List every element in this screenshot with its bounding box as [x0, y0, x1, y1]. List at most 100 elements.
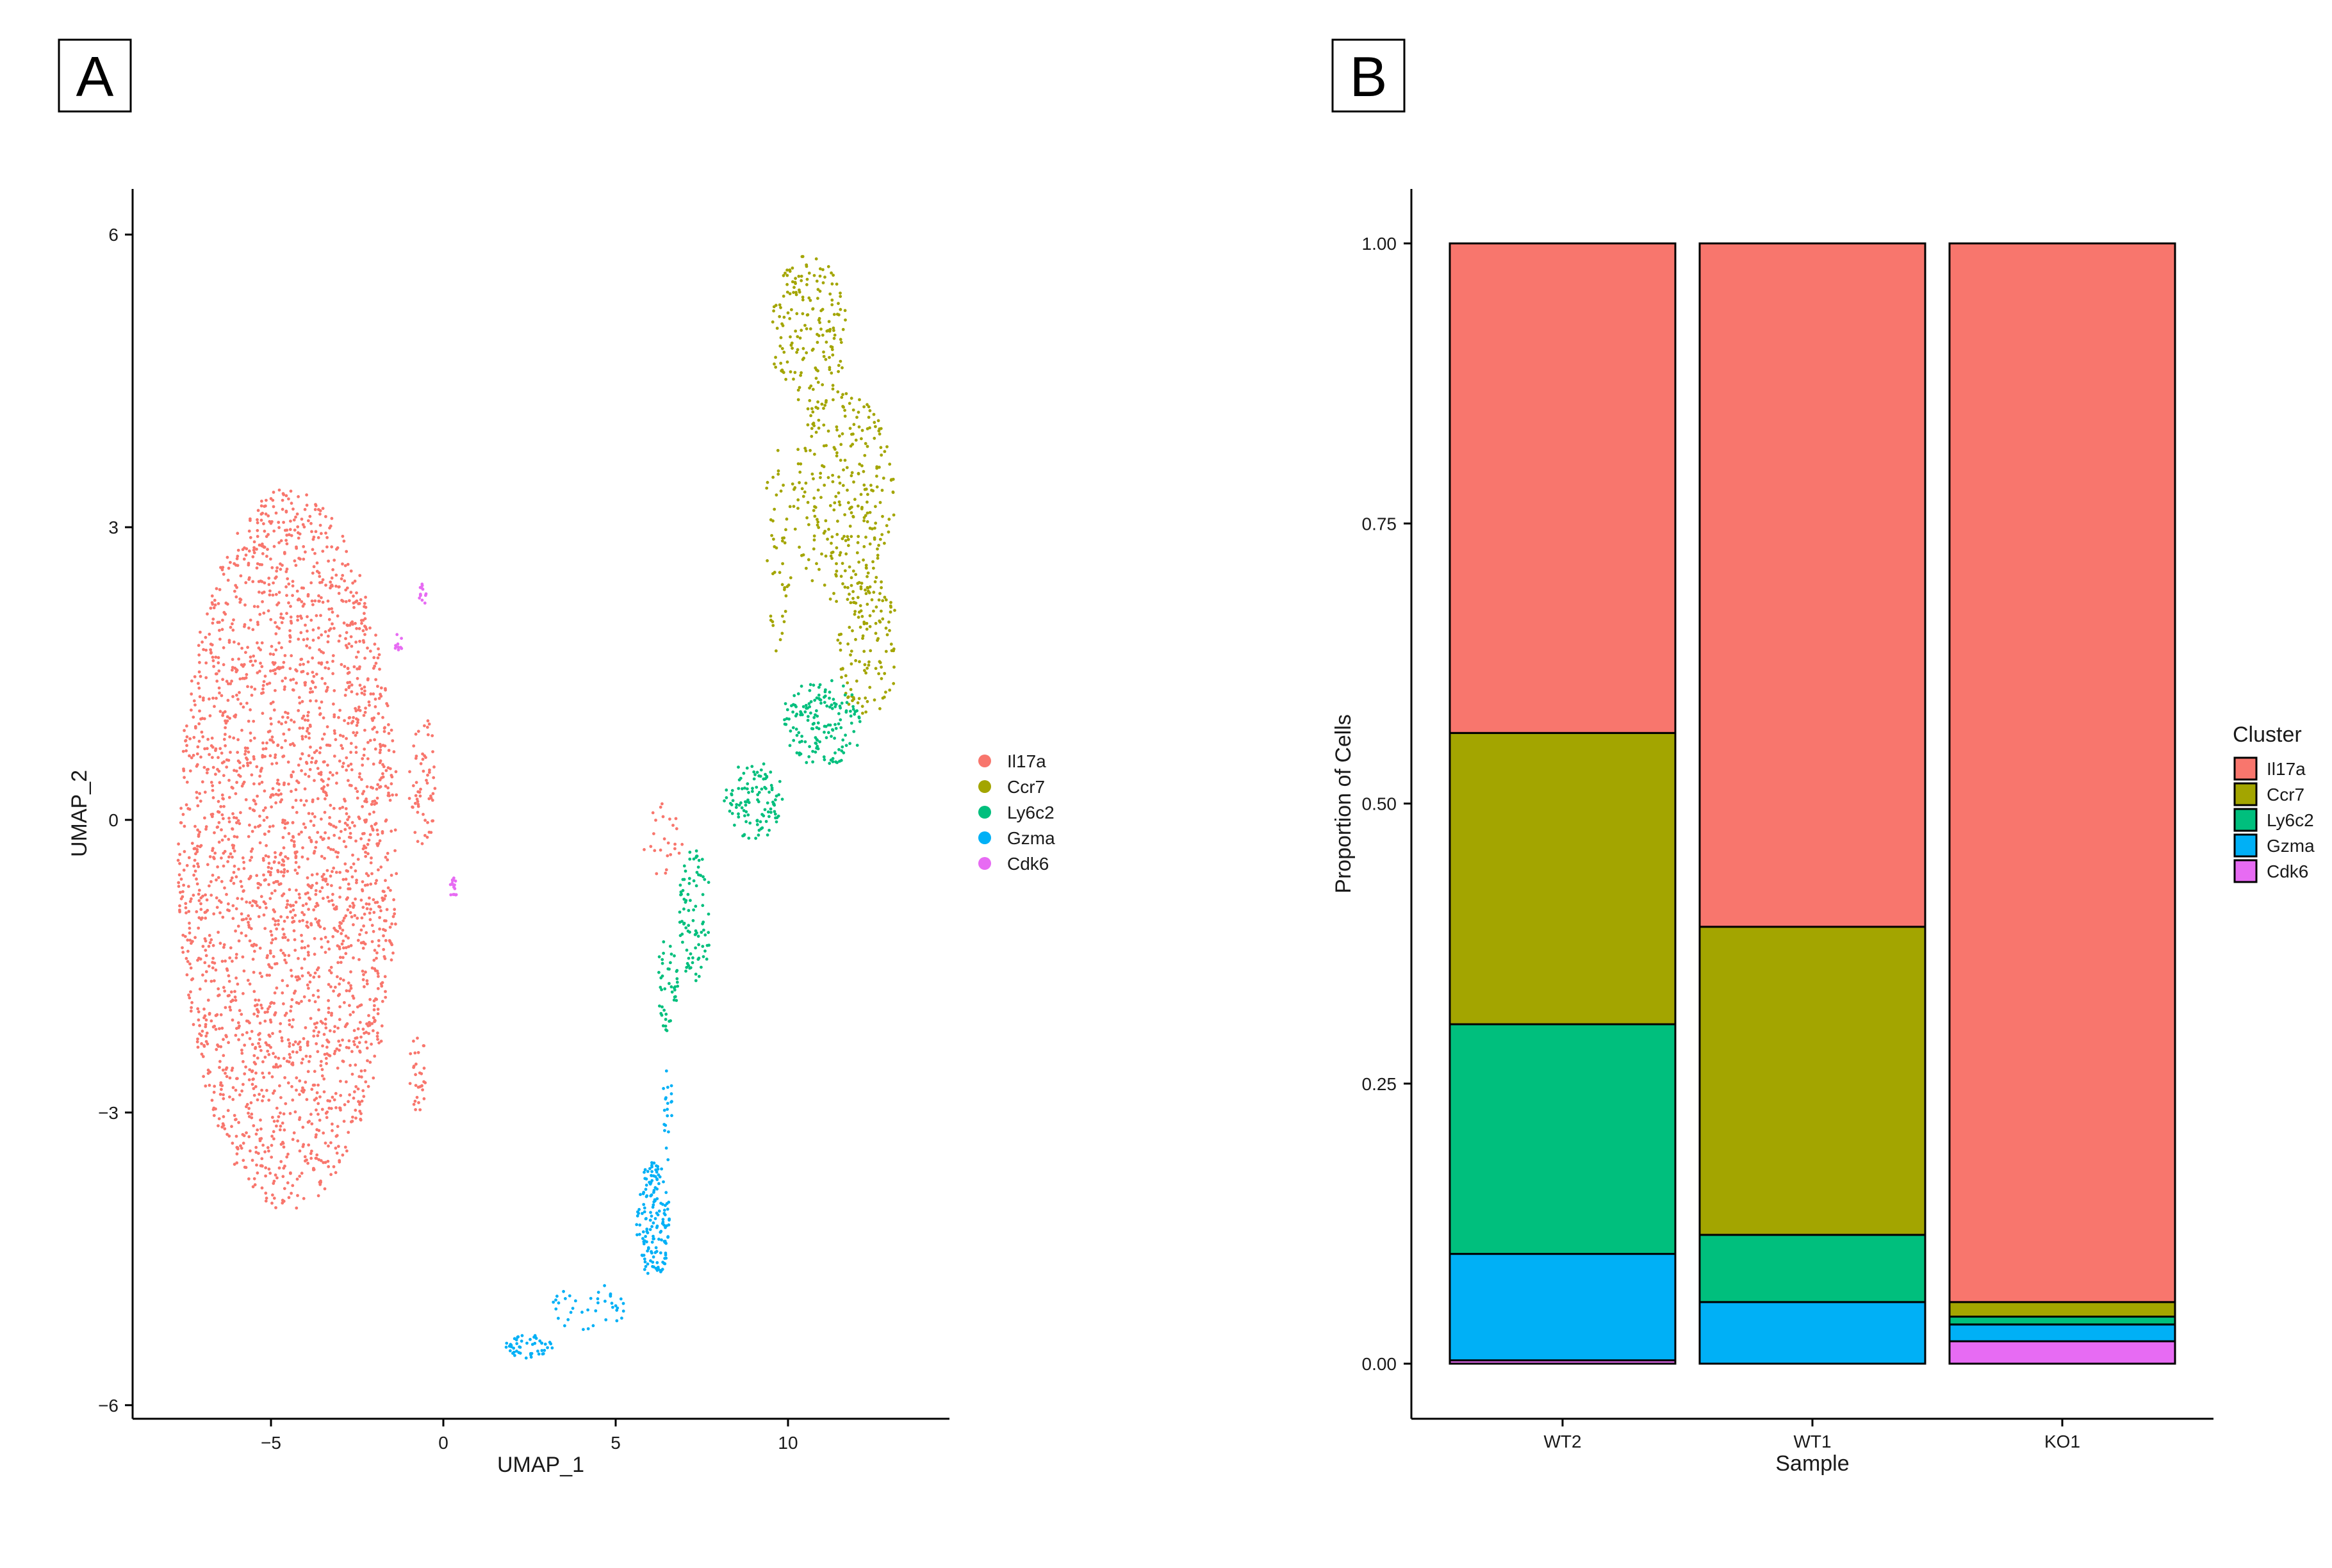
umap-point: [236, 1021, 240, 1025]
umap-point: [221, 797, 225, 800]
umap-point: [536, 1350, 539, 1353]
umap-point: [370, 856, 373, 860]
umap-point: [302, 525, 306, 529]
umap-point: [837, 434, 841, 438]
umap-point: [857, 560, 860, 564]
umap-point: [552, 1300, 555, 1304]
umap-point: [267, 883, 270, 886]
umap-point: [756, 793, 760, 797]
umap-point: [416, 810, 420, 814]
umap-point: [860, 437, 863, 441]
umap-point: [317, 594, 320, 598]
umap-point: [347, 764, 350, 768]
umap-point: [346, 681, 350, 685]
umap-point: [247, 529, 251, 533]
umap-point: [350, 875, 354, 879]
umap-point: [823, 730, 826, 734]
umap-point: [812, 274, 816, 277]
umap-point: [179, 806, 183, 810]
umap-point: [312, 674, 316, 678]
umap-point: [302, 586, 306, 590]
umap-point: [759, 820, 762, 824]
umap-point: [320, 875, 324, 878]
umap-point: [347, 945, 350, 949]
umap-point: [326, 783, 329, 787]
umap-point: [378, 667, 381, 671]
umap-point: [321, 787, 325, 791]
umap-point: [192, 847, 196, 851]
umap-point: [311, 681, 315, 684]
umap-point: [801, 295, 805, 299]
umap-point: [774, 355, 777, 359]
umap-point: [215, 587, 218, 591]
umap-point: [347, 722, 350, 725]
umap-point: [381, 772, 384, 776]
umap-point: [766, 833, 769, 837]
umap-point: [868, 426, 871, 430]
umap-point: [279, 612, 283, 616]
umap-point: [275, 1119, 279, 1123]
umap-point: [874, 521, 878, 525]
umap-point: [279, 1160, 283, 1163]
umap-point: [203, 1014, 207, 1018]
umap-point: [272, 1065, 275, 1069]
umap-point: [288, 533, 291, 537]
umap-point: [230, 876, 234, 880]
umap-point: [270, 1075, 274, 1079]
umap-point: [183, 729, 186, 732]
umap-point: [779, 306, 782, 309]
umap-point: [421, 752, 424, 756]
umap-point: [204, 1034, 208, 1038]
umap-point: [340, 598, 343, 602]
umap-point: [302, 913, 306, 917]
umap-point: [815, 368, 818, 372]
umap-point: [877, 544, 880, 547]
umap-point: [290, 1085, 293, 1088]
umap-point: [248, 982, 252, 986]
umap-point: [789, 576, 792, 580]
umap-point: [277, 922, 280, 926]
umap-point: [297, 1002, 300, 1005]
umap-point: [784, 610, 787, 613]
umap-point: [297, 696, 301, 699]
umap-point: [644, 1264, 648, 1268]
umap-point: [209, 894, 213, 897]
umap-point: [771, 519, 775, 523]
umap-point: [263, 1019, 267, 1023]
bar-segment-ko1-il17a: [1948, 242, 2176, 1303]
umap-point: [221, 711, 225, 715]
umap-point: [360, 916, 364, 920]
umap-point: [252, 719, 256, 723]
umap-point: [232, 736, 236, 740]
umap-point: [596, 1291, 600, 1294]
umap-point: [875, 576, 878, 579]
umap-point: [224, 960, 227, 963]
umap-point: [214, 655, 218, 659]
umap-point: [373, 799, 377, 803]
umap-point: [354, 1085, 358, 1088]
umap-point: [798, 336, 802, 340]
umap-point: [416, 804, 420, 808]
umap-point: [314, 761, 317, 765]
umap-point: [286, 984, 289, 988]
umap-point: [426, 821, 429, 824]
umap-point: [357, 958, 361, 961]
umap-point: [320, 1059, 323, 1063]
umap-point: [250, 1116, 254, 1120]
umap-point: [412, 1040, 415, 1043]
umap-point: [343, 694, 347, 697]
umap-point: [814, 257, 818, 261]
umap-point: [294, 856, 298, 860]
bar-legend-title: Cluster: [2233, 723, 2302, 747]
umap-point: [362, 641, 366, 644]
umap-point: [240, 931, 243, 935]
umap-point: [259, 1164, 263, 1168]
umap-point: [760, 826, 764, 829]
umap-point: [621, 1302, 625, 1305]
umap-point: [240, 1049, 243, 1052]
umap-point: [206, 1042, 209, 1046]
umap-point: [843, 569, 847, 573]
umap-point: [263, 806, 267, 810]
umap-point: [235, 585, 238, 589]
umap-point: [546, 1346, 549, 1350]
